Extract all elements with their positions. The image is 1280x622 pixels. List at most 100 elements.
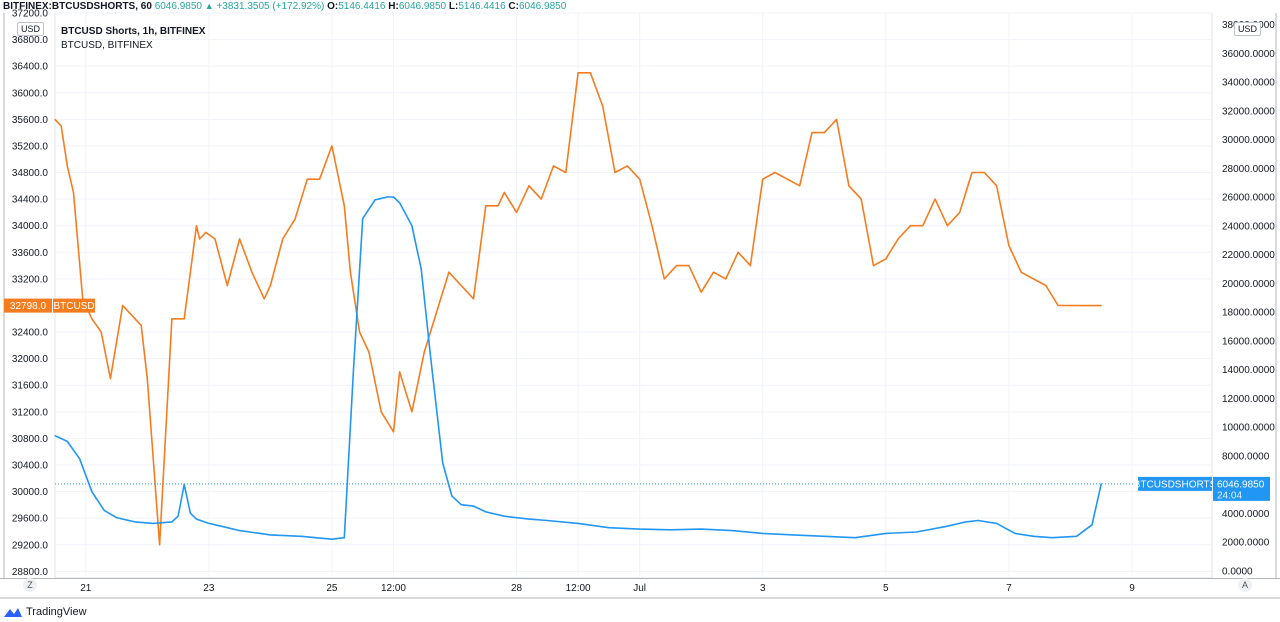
btcusd-point [1094, 305, 1096, 307]
btcusd-point [614, 171, 616, 174]
shorts-point [977, 519, 979, 522]
shorts-badge-bg [1138, 476, 1212, 491]
btcusd-point [66, 165, 68, 167]
btcusd-point [589, 72, 592, 74]
btcusd-point [1020, 271, 1022, 273]
btcusd-point [552, 165, 555, 167]
shorts-point [854, 537, 856, 539]
btcusd-point [811, 132, 813, 134]
shorts-point [885, 532, 887, 535]
left-axis-unit: USD [17, 22, 45, 36]
right-tick-label: 2000.0000 [1222, 538, 1270, 549]
open-label: O: [327, 1, 339, 12]
btcusd-point [663, 278, 665, 280]
btcusd-point [189, 271, 191, 273]
legend-shorts[interactable]: BTCUSD Shorts, 1h, BITFINEX [61, 26, 206, 37]
btcusd-point [983, 171, 985, 174]
btcusd-point [749, 264, 752, 267]
shorts-point [1100, 483, 1102, 485]
btcusd-point [399, 371, 401, 373]
btcusd-point [60, 125, 62, 127]
right-tick-label: 16000.0000 [1222, 336, 1275, 347]
btcusd-price-tag: 32798.0 [10, 301, 47, 312]
left-tick-label: 30800.0 [12, 434, 49, 445]
btcusd-point [577, 72, 579, 74]
btcusd-point [971, 171, 973, 174]
btcusd-point [269, 284, 271, 287]
btcusd-point [934, 198, 936, 200]
left-tick-label: 35600.0 [12, 115, 49, 126]
btcusd-point [725, 278, 727, 280]
shorts-point [189, 512, 191, 514]
btcusd-point [675, 264, 678, 267]
btcusd-point [1069, 304, 1072, 307]
btcusd-point [503, 191, 505, 194]
btcusd-point [712, 271, 715, 273]
left-tick-label: 34400.0 [12, 195, 49, 206]
zoom-button[interactable]: Z [23, 578, 37, 592]
left-tick-label: 30400.0 [12, 461, 49, 472]
btcusd-point [922, 225, 924, 227]
shorts-point [362, 217, 364, 220]
shorts-point [608, 527, 610, 529]
shorts-point [485, 511, 487, 513]
btcusd-point [199, 238, 201, 240]
right-tick-label: 34000.0000 [1222, 78, 1275, 89]
btcusd-point [540, 198, 542, 200]
shorts-point [528, 518, 530, 520]
btcusd-point [786, 178, 788, 180]
shorts-point [352, 368, 355, 371]
btcusd-point [515, 211, 518, 214]
btcusd-point [205, 231, 207, 233]
btcusd-point [860, 198, 862, 200]
btcusd-point [823, 132, 825, 134]
shorts-point [343, 537, 345, 539]
symbol-header: BITFINEX:BTCUSDSHORTS, 60 6046.9850 ▲ +3… [0, 0, 1280, 12]
legend-btcusd[interactable]: BTCUSD, BITFINEX [61, 40, 153, 51]
brand-name[interactable]: TradingView [26, 606, 87, 618]
shorts-point [411, 225, 413, 227]
shorts-point [1076, 535, 1078, 537]
shorts-point [762, 532, 764, 535]
x-tick-label: 23 [203, 583, 215, 594]
shorts-point [442, 462, 444, 464]
x-tick-label: 3 [760, 583, 766, 594]
btcusd-point [109, 377, 111, 380]
right-tick-label: 8000.0000 [1222, 451, 1270, 462]
btcusd-point [774, 171, 776, 174]
btcusd-point [251, 271, 253, 273]
btcusd-point [343, 205, 345, 207]
left-tick-label: 32400.0 [12, 328, 49, 339]
close-label: C: [508, 1, 519, 12]
btcusd-point [239, 238, 241, 240]
left-tick-label: 31200.0 [12, 407, 49, 418]
btcusd-point [294, 218, 296, 220]
x-tick-label: 12:00 [566, 583, 591, 594]
high-value: 6046.9850 [398, 1, 447, 12]
btcusd-point [226, 284, 228, 287]
btcusd-point [146, 377, 148, 380]
shorts-series-line [54, 196, 1102, 541]
auto-scale-button[interactable]: A [1238, 578, 1252, 592]
btcusd-point [959, 211, 961, 214]
btcusd-point [485, 205, 487, 207]
shorts-point [700, 528, 702, 530]
btcusd-point [282, 238, 284, 240]
last-price: 6046.9850 [154, 1, 202, 12]
btcusd-point [159, 544, 161, 546]
btcusd-point [331, 145, 333, 147]
btcusd-point [626, 165, 628, 167]
btcusd-point [195, 225, 198, 227]
right-tick-label: 26000.0000 [1222, 193, 1275, 204]
shorts-point [639, 528, 641, 530]
btcusd-point [306, 178, 308, 180]
footer-brand: TradingView [4, 604, 87, 620]
btcusd-point [762, 178, 764, 180]
right-tick-label: 28000.0000 [1222, 164, 1275, 175]
left-tick-label: 36400.0 [12, 62, 49, 73]
right-tick-label: 24000.0000 [1222, 221, 1275, 232]
shorts-point [177, 515, 179, 517]
btcusd-point [122, 304, 124, 307]
symbol-name[interactable]: BITFINEX:BTCUSDSHORTS, 60 [3, 1, 152, 12]
